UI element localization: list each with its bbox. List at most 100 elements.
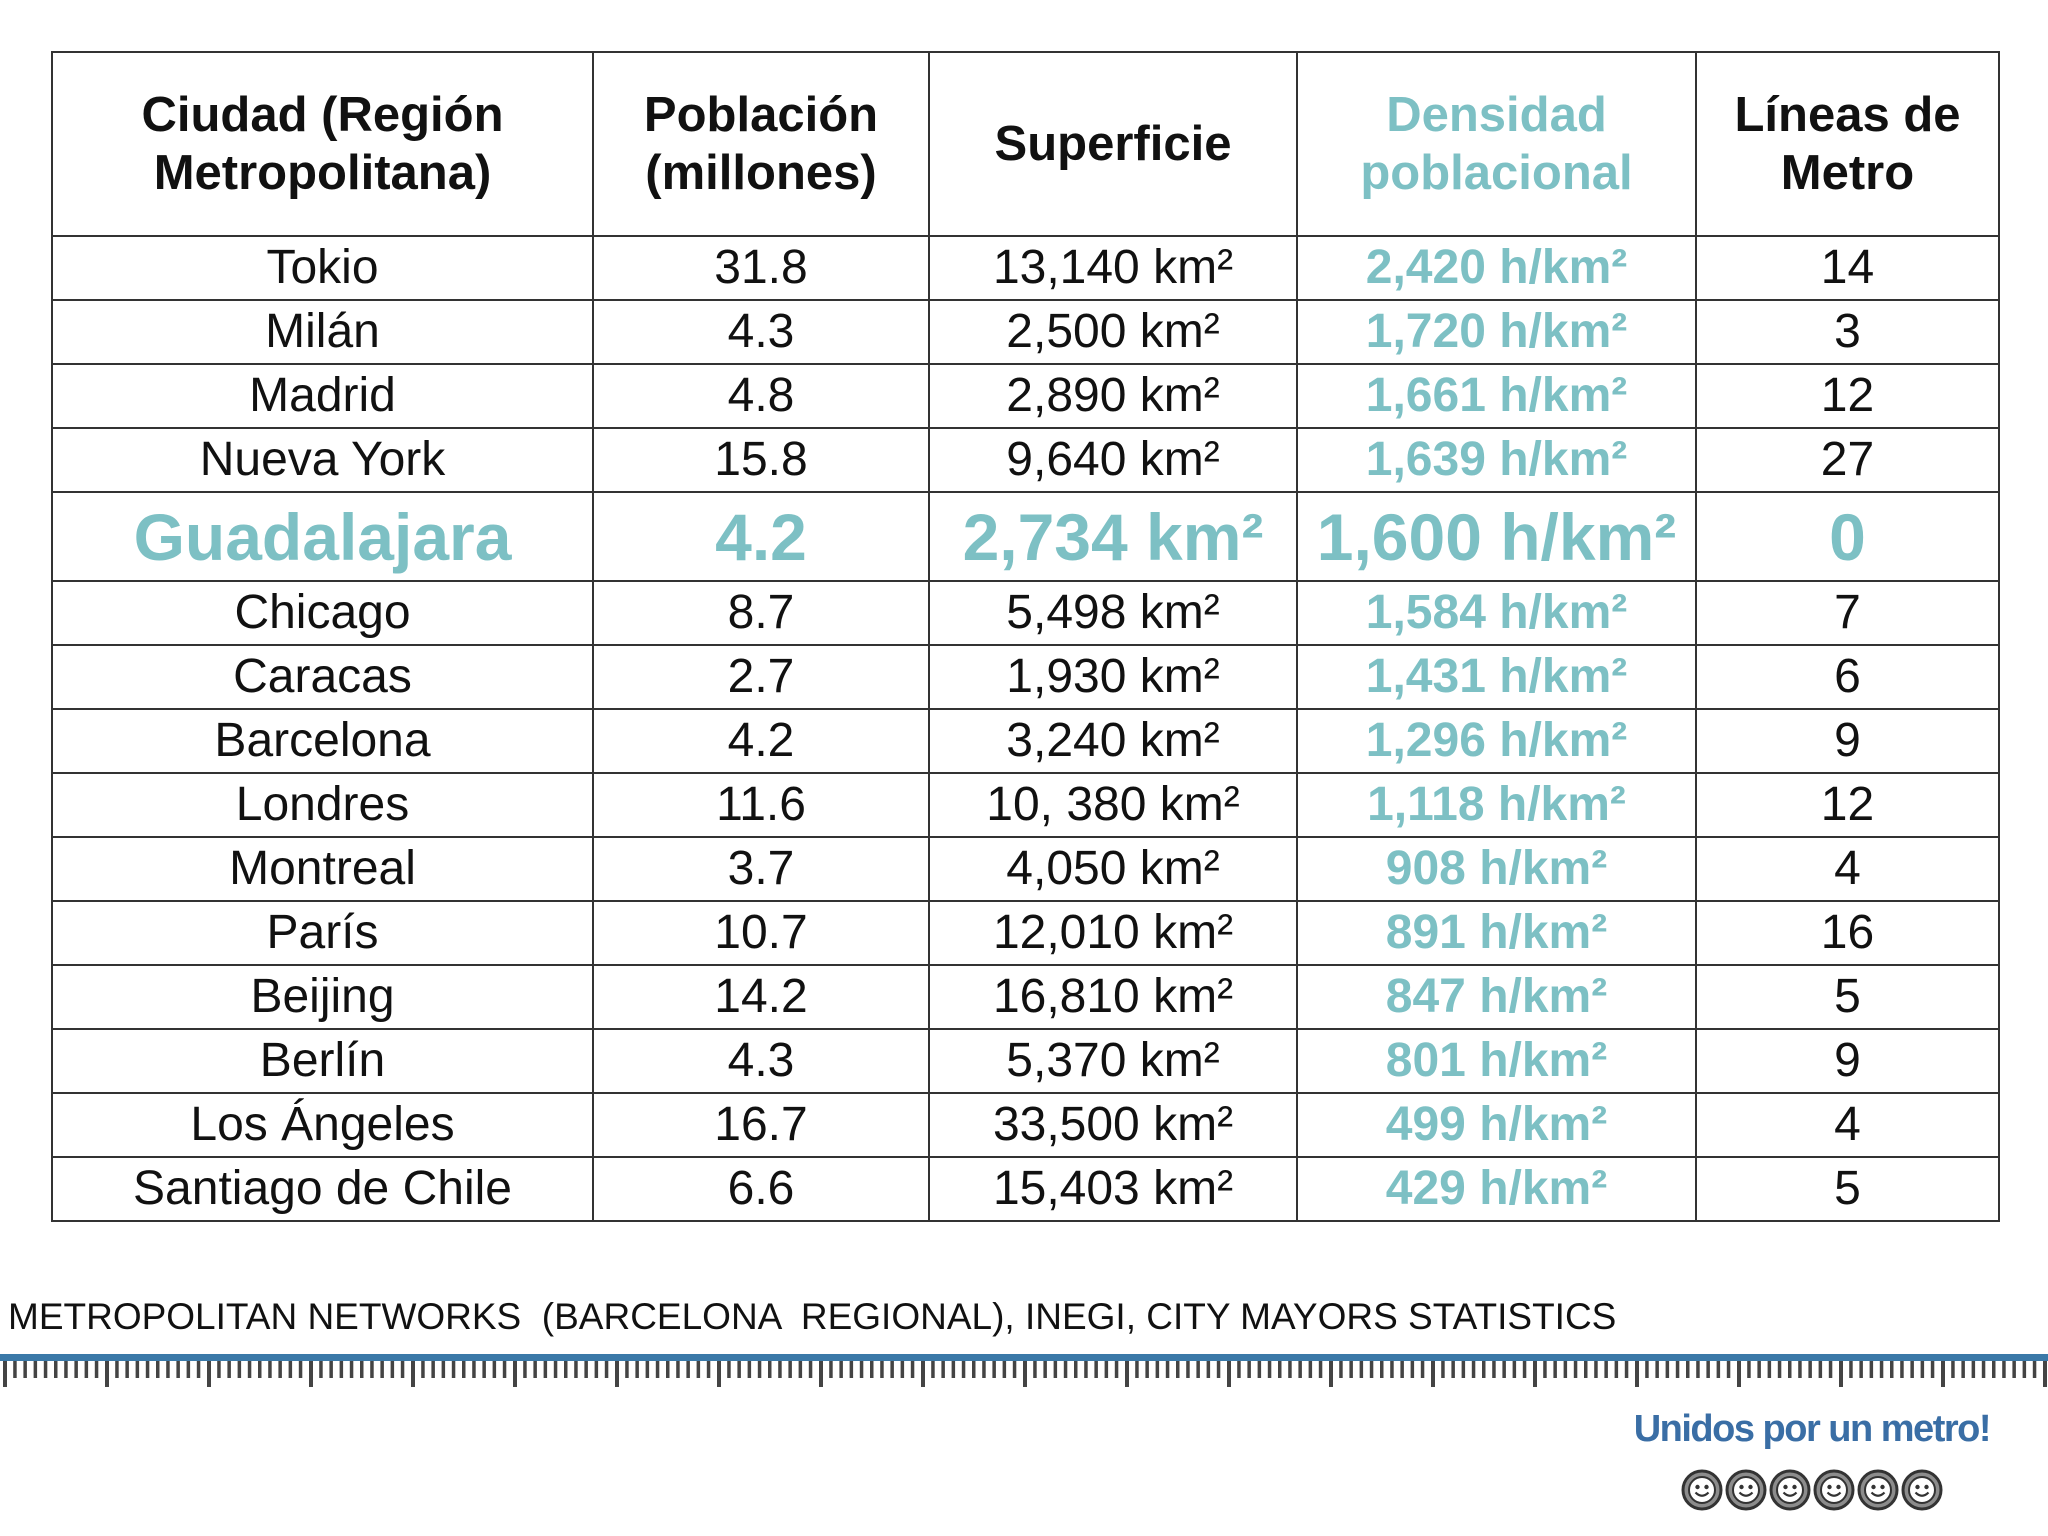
ruler-tick: [329, 1361, 333, 1378]
ruler-tick: [421, 1361, 425, 1378]
ruler-tick: [431, 1361, 435, 1378]
ruler-tick: [1930, 1361, 1935, 1378]
ruler-tick: [1135, 1361, 1139, 1378]
ruler-tick: [615, 1361, 619, 1387]
ruler-tick: [1839, 1361, 1843, 1387]
cell-area: 2,500 km²: [928, 299, 1298, 365]
cell-population: 11.6: [592, 772, 930, 838]
ruler-tick: [380, 1361, 384, 1378]
ruler-tick: [870, 1361, 874, 1378]
ruler-tick: [1267, 1361, 1272, 1378]
ruler-tick: [604, 1361, 609, 1378]
ruler-tick: [247, 1361, 252, 1378]
ruler-tick: [1910, 1361, 1914, 1378]
ruler-tick: [1951, 1361, 1955, 1378]
ruler-tick: [1706, 1361, 1710, 1378]
cell-area: 2,734 km²: [928, 491, 1298, 582]
cell-city: Barcelona: [51, 708, 594, 774]
cell-density: 1,296 h/km²: [1296, 708, 1697, 774]
smiley-faces: [1680, 1468, 1944, 1512]
ruler-tick: [1645, 1361, 1649, 1378]
cell-area: 1,930 km²: [928, 644, 1298, 710]
ruler-tick: [1533, 1361, 1537, 1387]
ruler-tick: [717, 1361, 721, 1387]
ruler-tick: [1431, 1361, 1435, 1387]
ruler-tick: [645, 1361, 650, 1378]
ruler-tick: [706, 1361, 711, 1378]
table-body: Tokio 31.8 13,140 km² 2,420 h/km² 14 Milán 4.3…: [51, 235, 2000, 1222]
table-header-row: Ciudad (Región Metropolitana) Población …: [51, 51, 2000, 237]
ruler-tick: [584, 1361, 588, 1378]
ruler-tick: [1675, 1361, 1680, 1378]
cell-lines: 0: [1695, 491, 2000, 582]
ruler-tick: [1247, 1361, 1251, 1378]
header-area: Superficie: [928, 51, 1298, 237]
ruler-tick: [1420, 1361, 1425, 1378]
ruler-tick: [288, 1361, 293, 1378]
ruler-tick: [1788, 1361, 1792, 1378]
ruler-tick: [1543, 1361, 1547, 1378]
ruler-tick: [1879, 1361, 1884, 1378]
cell-population: 6.6: [592, 1156, 930, 1222]
cell-population: 16.7: [592, 1092, 930, 1158]
ruler-tick: [1553, 1361, 1557, 1378]
ruler-tick: [33, 1361, 38, 1378]
cell-lines: 27: [1695, 427, 2000, 493]
ruler-tick: [472, 1361, 476, 1378]
ruler-baseline: [0, 1354, 2048, 1361]
ruler-tick: [370, 1361, 374, 1378]
cell-population: 31.8: [592, 235, 930, 301]
ruler-tick: [1227, 1361, 1231, 1387]
ruler-tick: [1961, 1361, 1965, 1378]
table-row: Barcelona 4.2 3,240 km² 1,296 h/km² 9: [51, 708, 2000, 774]
ruler-tick: [2043, 1361, 2047, 1387]
ruler-tick: [319, 1361, 323, 1378]
header-population: Población (millones): [592, 51, 930, 237]
cell-lines: 4: [1695, 836, 2000, 902]
cell-city: Montreal: [51, 836, 594, 902]
ruler-tick: [207, 1361, 211, 1387]
ruler-tick: [1298, 1361, 1302, 1378]
ruler-tick: [1971, 1361, 1976, 1378]
ruler-tick: [972, 1361, 976, 1378]
cell-density: 1,600 h/km²: [1296, 491, 1697, 582]
cell-area: 10, 380 km²: [928, 772, 1298, 838]
table-row: Milán 4.3 2,500 km² 1,720 h/km² 3: [51, 299, 2000, 365]
ruler-tick: [1859, 1361, 1863, 1378]
ruler-tick: [1767, 1361, 1772, 1378]
table-row: Madrid 4.8 2,890 km² 1,661 h/km² 12: [51, 363, 2000, 429]
ruler-tick: [523, 1361, 527, 1378]
cell-population: 8.7: [592, 580, 930, 646]
ruler-tick: [43, 1361, 48, 1378]
ruler-tick: [727, 1361, 731, 1378]
ruler-tick: [808, 1361, 813, 1378]
ruler-tick: [1900, 1361, 1904, 1378]
ruler-tick: [768, 1361, 772, 1378]
ruler-tick: [1992, 1361, 1996, 1378]
ruler-tick: [400, 1361, 405, 1378]
ruler-tick: [258, 1361, 262, 1378]
cell-lines: 6: [1695, 644, 2000, 710]
cell-city: Madrid: [51, 363, 594, 429]
cell-area: 5,498 km²: [928, 580, 1298, 646]
ruler-tick: [1155, 1361, 1160, 1378]
cell-city: Nueva York: [51, 427, 594, 493]
ruler-tick: [696, 1361, 701, 1378]
smiley-icon: [1769, 1469, 1811, 1511]
ruler-tick: [1512, 1361, 1517, 1378]
ruler-tick: [1176, 1361, 1180, 1378]
ruler-tick: [339, 1361, 344, 1378]
ruler-tick: [992, 1361, 996, 1378]
ruler-tick: [921, 1361, 925, 1387]
ruler-tick: [196, 1361, 201, 1378]
ruler-tick: [686, 1361, 690, 1378]
table-row: Chicago 8.7 5,498 km² 1,584 h/km² 7: [51, 580, 2000, 646]
cell-area: 13,140 km²: [928, 235, 1298, 301]
ruler-tick: [839, 1361, 843, 1378]
ruler-tick: [462, 1361, 466, 1378]
ruler-tick: [1818, 1361, 1823, 1378]
ruler-tick: [1624, 1361, 1629, 1378]
ruler-tick: [1686, 1361, 1690, 1378]
ruler-tick: [961, 1361, 966, 1378]
cell-area: 16,810 km²: [928, 964, 1298, 1030]
